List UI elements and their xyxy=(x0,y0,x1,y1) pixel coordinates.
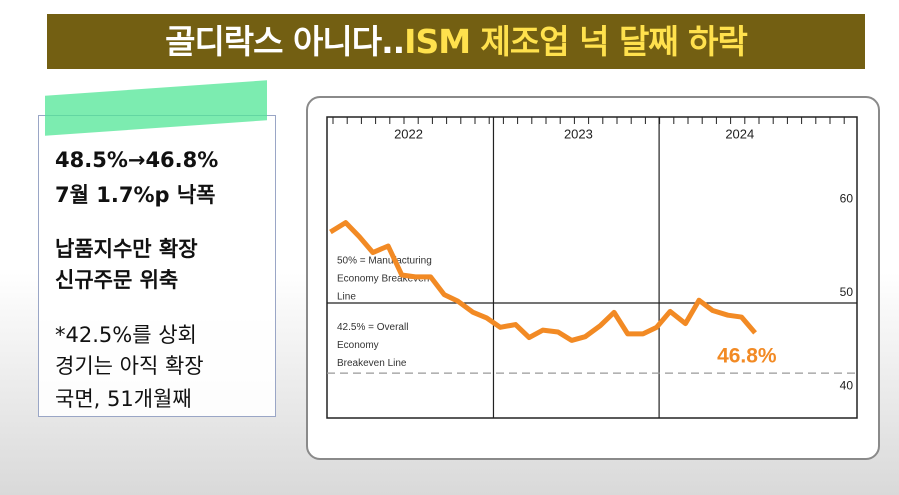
x-tick-label: 2024 xyxy=(725,126,754,141)
reference-label: Economy xyxy=(337,340,379,351)
reference-label: 42.5% = Overall xyxy=(337,322,408,333)
panel-text: 신규주문 위축 xyxy=(55,268,179,292)
panel-text: 납품지수만 확장 xyxy=(55,237,198,261)
plot-frame xyxy=(326,116,858,419)
side-panel: 48.5%→46.8% 7월 1.7%p 낙폭 납품지수만 확장 신규주문 위축… xyxy=(38,115,276,417)
x-tick-label: 2022 xyxy=(394,126,423,141)
reference-label: Economy Breakeven xyxy=(337,274,429,285)
panel-text: 경기는 아직 확장 xyxy=(55,354,204,378)
panel-text: 국면, 51개월째 xyxy=(55,387,192,411)
panel-text: *42.5%를 상회 xyxy=(55,323,197,347)
value-label: 46.8% xyxy=(717,344,777,367)
chart-card xyxy=(306,96,880,460)
data-line xyxy=(329,220,757,343)
x-tick-label: 2023 xyxy=(564,126,593,141)
headline-text: ISM 제조업 넉 달째 하락 xyxy=(404,22,748,61)
panel-text: 48.5%→46.8% xyxy=(55,148,219,172)
panel-text: 7월 1.7%p 낙폭 xyxy=(55,183,216,207)
y-tick-label: 50 xyxy=(840,285,854,299)
headline-text: 골디락스 아니다.. xyxy=(165,22,405,61)
y-tick-label: 60 xyxy=(840,192,854,206)
y-tick-label: 40 xyxy=(840,379,854,393)
reference-label: Breakeven Line xyxy=(337,358,407,369)
reference-label: 50% = Manufacturing xyxy=(337,256,432,267)
headline: 골디락스 아니다..ISM 제조업 넉 달째 하락 xyxy=(47,14,865,69)
reference-label: Line xyxy=(337,292,356,303)
